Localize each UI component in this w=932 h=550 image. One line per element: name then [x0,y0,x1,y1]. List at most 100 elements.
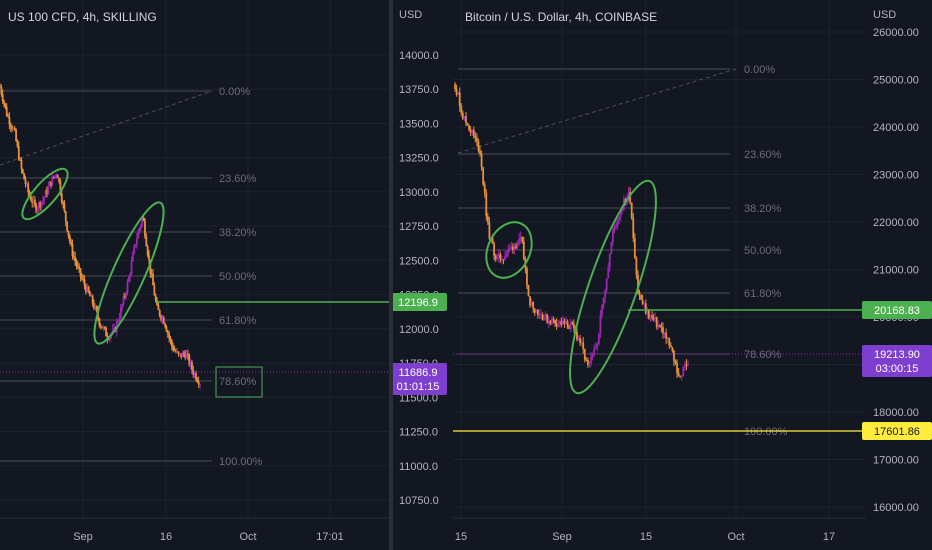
candle-body [70,241,73,245]
candle-body [63,203,66,212]
candle-body [166,331,169,334]
candle-body [106,336,109,339]
candle-body [460,106,463,113]
candle-body [4,103,7,107]
y-tick-label: 25000.00 [873,75,919,87]
y-tick-label: 16000.00 [873,502,919,514]
candle-body [674,360,677,364]
bitcoin-chart-pane: 26000.00 25000.00 24000.00 23000.00 22000.00… [453,0,932,543]
candle-body [123,295,126,297]
candle-body [563,320,566,324]
x-tick-label: Oct [727,531,744,543]
chart-title: Bitcoin / U.S. Dollar, 4h, COINBASE [465,10,657,24]
candle-body [543,318,546,321]
y-tick-label: 17000.00 [873,455,919,467]
candle-body [126,281,129,293]
highlight-ellipse[interactable] [554,173,672,400]
candle-body [583,349,586,360]
pane-divider[interactable] [389,0,393,550]
candle-body [11,126,13,130]
fib-level-label: 61.80% [219,315,257,327]
candle-body [0,86,3,95]
candle-body [46,190,48,194]
candle-body [554,319,556,324]
candle-body [56,175,59,178]
highlight-box[interactable] [215,366,263,398]
candle-body [682,367,685,377]
nasdaq-chart-pane: 14000.0 13750.0 13500.0 13250.0 13000.0 12750… [0,0,447,543]
candle-body [168,333,171,338]
highlight-ellipse[interactable] [16,163,75,226]
candle-body [133,245,136,254]
candle-body [505,253,508,257]
candle-body [472,129,475,137]
candle-body [508,248,511,250]
candle-body [596,343,599,348]
candle-body [458,92,461,107]
candle-body [87,286,90,293]
candle-body [547,320,550,323]
candle-body [630,202,633,219]
candle-body [616,220,619,226]
y-tick-label: 11000.0 [399,461,438,473]
candle-body [98,318,101,326]
fib-level-label: 50.00% [219,271,257,283]
candle-body [644,303,647,314]
candle-body [119,307,122,318]
candle-body [485,192,488,217]
fib-level-label: 0.00% [219,86,250,98]
candle-body [558,321,561,324]
candle-body [129,273,132,278]
x-tick-label: 17 [823,531,835,543]
candle-body [469,130,472,133]
candle-body [527,285,530,297]
candle-body [111,329,114,334]
candle-body [479,150,481,154]
candle-body [565,321,567,324]
candle-body [118,317,121,322]
low-price-text: 17601.86 [874,426,920,438]
candle-body [522,241,525,259]
candle-body [94,306,97,309]
candle-body [474,136,477,139]
fib-level-label: 100.00% [219,456,263,468]
candle-body [648,310,650,319]
candle-body [89,292,91,297]
candle-body [635,258,638,275]
candle-body [637,274,639,294]
y-tick-label: 12750.0 [399,221,439,233]
candle-body [657,325,660,328]
candle-body [62,202,64,204]
candle-body [27,183,30,193]
candle-body [579,338,582,344]
y-tick-label: 13750.0 [399,84,439,96]
candle-body [67,230,70,236]
candle-body [152,273,154,286]
candle-body [541,314,544,321]
fib-trend-line[interactable] [457,68,737,154]
last-price-tag [862,345,932,377]
candle-body [633,238,636,259]
fib-trend-line[interactable] [0,90,213,166]
candle-body [79,268,82,277]
candle-body [160,315,162,320]
candle-body [477,141,480,151]
candle-body [582,342,585,350]
y-tick-label: 24000.00 [873,122,919,134]
candle-body [486,216,489,223]
candle-body [482,167,485,185]
candle-body [16,141,19,147]
highlight-ellipse[interactable] [83,196,175,350]
candle-body [19,159,22,161]
y-tick-label: 14000.0 [399,50,439,62]
y-tick-label: 21000.00 [873,265,919,277]
candle-body [483,184,486,193]
candle-body [496,257,499,259]
candle-body [516,243,519,249]
candle-body [174,350,177,353]
candle-body [679,376,682,378]
candle-body [587,359,589,366]
fib-level-label: 50.00% [744,245,782,257]
candle-body [463,116,466,119]
highlight-ellipse[interactable] [478,215,541,285]
